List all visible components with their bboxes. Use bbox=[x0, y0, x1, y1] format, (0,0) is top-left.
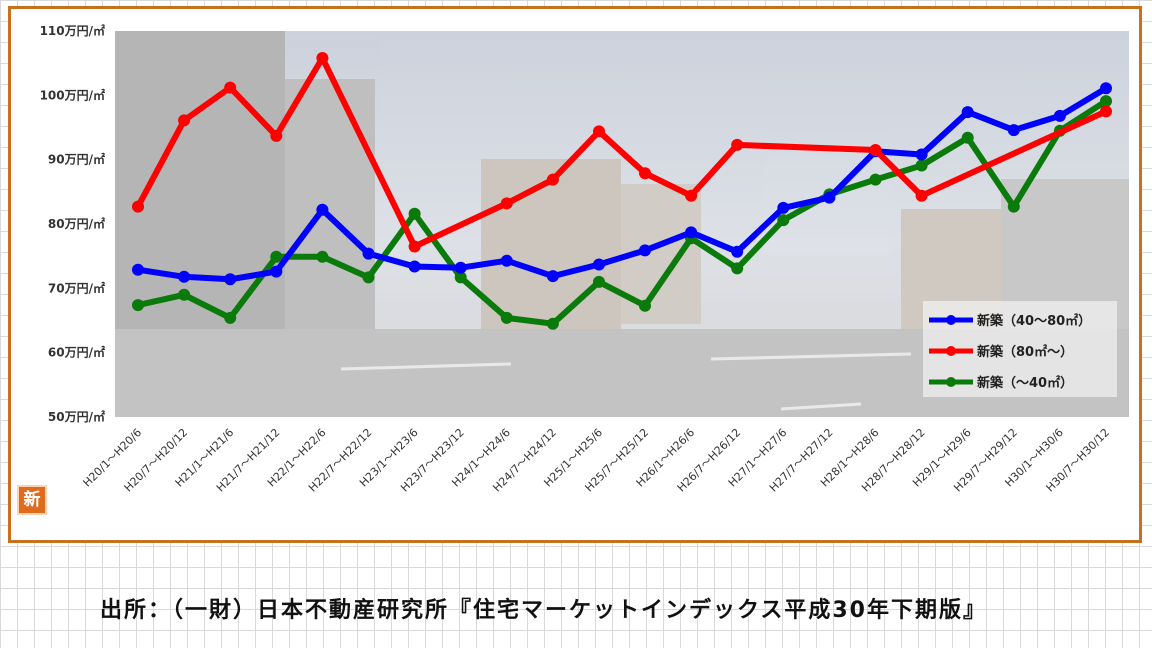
line-chart: 50万円/㎡ 60万円/㎡ 70万円/㎡ 80万円/㎡ 90万円/㎡ 100万円/㎡ 110… bbox=[40, 23, 1129, 495]
data-point bbox=[270, 250, 283, 263]
data-point bbox=[316, 52, 329, 64]
data-point bbox=[1100, 82, 1112, 95]
data-point bbox=[132, 299, 144, 312]
legend-marker bbox=[946, 346, 956, 356]
data-point bbox=[454, 271, 467, 284]
data-point bbox=[408, 260, 421, 273]
data-point bbox=[1100, 95, 1112, 108]
chart-frame: 50万円/㎡ 60万円/㎡ 70万円/㎡ 80万円/㎡ 90万円/㎡ 100万円/㎡ 110… bbox=[8, 6, 1142, 543]
data-point bbox=[593, 258, 605, 271]
series-line bbox=[137, 98, 1108, 327]
data-point bbox=[546, 270, 559, 283]
y-tick-label: 50万円/㎡ bbox=[48, 409, 105, 424]
data-point bbox=[777, 214, 790, 227]
data-point bbox=[546, 173, 559, 186]
data-point bbox=[1007, 200, 1020, 213]
data-point bbox=[915, 159, 928, 172]
series-line bbox=[137, 85, 1108, 283]
data-point bbox=[362, 271, 375, 284]
data-point bbox=[593, 275, 605, 288]
y-tick-label: 60万円/㎡ bbox=[48, 345, 105, 360]
data-point bbox=[132, 200, 144, 213]
data-point bbox=[132, 263, 144, 276]
data-point bbox=[1053, 109, 1066, 122]
data-point bbox=[270, 265, 283, 278]
data-point bbox=[869, 173, 882, 186]
x-axis: H20/1～H20/6H20/7～H20/12H21/1～H21/6H21/7～… bbox=[81, 426, 1113, 495]
data-point bbox=[270, 129, 283, 142]
legend-label: 新築（80㎡～） bbox=[977, 344, 1073, 360]
data-point bbox=[362, 247, 375, 260]
data-point bbox=[316, 203, 329, 216]
data-point bbox=[178, 114, 191, 127]
data-point bbox=[593, 125, 605, 138]
data-point bbox=[731, 245, 744, 258]
data-point bbox=[639, 167, 651, 180]
data-point bbox=[178, 288, 191, 301]
source-note: 出所：（一財）日本不動産研究所『住宅マーケットインデックス平成30年下期版』 bbox=[100, 598, 987, 623]
data-point bbox=[961, 106, 974, 119]
y-tick-label: 100万円/㎡ bbox=[40, 87, 105, 102]
data-point bbox=[500, 254, 513, 267]
data-point bbox=[731, 262, 744, 275]
data-point bbox=[1100, 105, 1112, 118]
data-point bbox=[685, 189, 698, 202]
series-group bbox=[132, 82, 1112, 286]
badge-label: 新 bbox=[23, 490, 41, 510]
data-point bbox=[408, 240, 421, 253]
data-point bbox=[823, 191, 836, 204]
data-point bbox=[777, 201, 790, 214]
y-tick-label: 110万円/㎡ bbox=[40, 23, 105, 38]
y-tick-label: 90万円/㎡ bbox=[48, 152, 105, 167]
data-point bbox=[316, 250, 329, 263]
legend-marker bbox=[946, 377, 956, 387]
data-point bbox=[224, 311, 237, 324]
data-point bbox=[639, 244, 651, 257]
data-point bbox=[500, 311, 513, 324]
data-point bbox=[639, 299, 651, 312]
data-point bbox=[224, 273, 237, 286]
data-point bbox=[224, 81, 237, 94]
data-point bbox=[869, 144, 882, 156]
series-layer bbox=[132, 52, 1112, 330]
data-point bbox=[408, 207, 421, 220]
data-point bbox=[454, 261, 467, 274]
y-tick-label: 80万円/㎡ bbox=[48, 216, 105, 231]
data-point bbox=[961, 131, 974, 144]
legend-label: 新築（40～80㎡） bbox=[977, 313, 1091, 329]
legend: 新築（40～80㎡） 新築（80㎡～） 新築（～40㎡） bbox=[923, 301, 1117, 397]
data-point bbox=[546, 317, 559, 330]
data-point bbox=[1007, 124, 1020, 137]
y-axis: 50万円/㎡ 60万円/㎡ 70万円/㎡ 80万円/㎡ 90万円/㎡ 100万円/㎡ 110… bbox=[40, 23, 105, 424]
series-group bbox=[132, 52, 1112, 253]
data-point bbox=[178, 270, 191, 283]
data-point bbox=[500, 197, 513, 210]
y-tick-label: 70万円/㎡ bbox=[48, 280, 105, 295]
data-point bbox=[915, 148, 928, 161]
data-point bbox=[685, 226, 698, 239]
legend-marker bbox=[946, 315, 956, 325]
data-point bbox=[731, 138, 744, 151]
legend-label: 新築（～40㎡） bbox=[977, 375, 1073, 391]
data-point bbox=[915, 189, 928, 202]
new-badge: 新 bbox=[17, 485, 47, 515]
